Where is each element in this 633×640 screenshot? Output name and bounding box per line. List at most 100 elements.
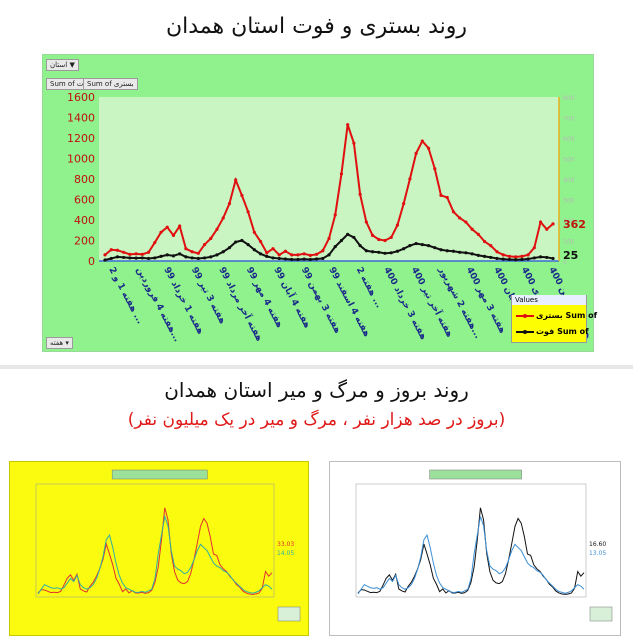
- y-tick-label-left: 0: [88, 255, 95, 268]
- data-point: [464, 251, 468, 255]
- data-point: [339, 238, 344, 243]
- data-point: [433, 167, 437, 171]
- data-point: [252, 248, 256, 252]
- data-point: [327, 253, 331, 257]
- data-point: [227, 202, 232, 206]
- data-point: [445, 195, 449, 200]
- section-subtitle: (بروز در صد هزار نفر ، مرگ و میر در یک م…: [127, 410, 506, 430]
- data-point: [227, 246, 232, 250]
- y-tick-label-right: 300: [563, 198, 575, 205]
- data-point: [165, 253, 169, 257]
- thumb-title-box: [111, 469, 208, 480]
- chart-panel-bastari-fot: استان ▼ Sum of فوت Sum of بستری 0 200 400 6…: [42, 54, 598, 352]
- data-point: [507, 254, 512, 258]
- data-point: [134, 256, 138, 260]
- data-point: [215, 253, 219, 257]
- y-tick-label-left: 200: [74, 235, 95, 248]
- data-point: [277, 253, 281, 257]
- data-point: [439, 193, 443, 197]
- data-point: [358, 192, 362, 196]
- data-point: [426, 146, 431, 150]
- data-point: [482, 254, 487, 258]
- data-point: [103, 253, 107, 257]
- data-point: [165, 225, 169, 229]
- end-label-fot: 25: [563, 249, 578, 262]
- data-point: [470, 227, 474, 231]
- data-point: [134, 252, 138, 256]
- data-point: [408, 244, 412, 248]
- data-point: [501, 257, 505, 261]
- data-point: [532, 246, 536, 250]
- data-point: [283, 249, 288, 253]
- data-point: [327, 236, 331, 241]
- data-point: [302, 252, 306, 256]
- data-point: [314, 252, 319, 256]
- data-point: [514, 258, 518, 262]
- data-point: [103, 258, 107, 262]
- data-point: [153, 256, 157, 260]
- data-point: [451, 210, 456, 214]
- data-point: [538, 255, 543, 259]
- axis-field-label: هفته: [50, 339, 64, 347]
- data-point: [308, 253, 312, 257]
- data-point: [507, 257, 512, 262]
- data-point: [370, 250, 375, 254]
- legend-label-bastari: Sum of بستری: [536, 311, 598, 320]
- data-point: [458, 250, 462, 254]
- data-point: [128, 252, 132, 256]
- data-point: [520, 257, 524, 262]
- y-tick-label-right: 500: [563, 157, 575, 164]
- thumb-legend-box: [589, 606, 613, 622]
- legend-field-button-bastari[interactable]: Sum of بستری: [83, 78, 138, 90]
- data-point: [377, 250, 381, 254]
- province-filter-button[interactable]: استان ▼: [46, 59, 79, 71]
- data-point: [489, 255, 493, 260]
- axis-field-button-week[interactable]: هفته ▾: [46, 337, 73, 349]
- data-point: [234, 178, 238, 182]
- filter-label: استان: [50, 61, 68, 69]
- y-tick-label-left: 1200: [67, 132, 95, 145]
- y-tick-label-left: 1400: [67, 112, 95, 125]
- data-point: [402, 202, 406, 206]
- thumb-end-label: 33.03: [277, 541, 294, 548]
- data-point: [402, 247, 406, 251]
- data-point: [364, 220, 368, 224]
- data-point: [352, 235, 356, 240]
- data-point: [109, 256, 113, 261]
- data-point: [122, 255, 126, 260]
- data-point: [314, 257, 319, 261]
- y-tick-label-left: 1600: [67, 91, 95, 104]
- data-point: [383, 251, 387, 255]
- data-point: [321, 249, 325, 253]
- data-point: [420, 139, 424, 143]
- data-point: [514, 255, 518, 259]
- data-point: [153, 240, 157, 245]
- data-point: [234, 240, 238, 244]
- data-point: [290, 257, 294, 262]
- data-point: [333, 245, 337, 249]
- data-point: [171, 233, 176, 237]
- data-point: [408, 177, 412, 181]
- data-point: [414, 151, 418, 155]
- legend-header: Values: [512, 295, 586, 305]
- data-point: [221, 250, 225, 254]
- data-point: [439, 248, 443, 252]
- data-point: [395, 223, 400, 227]
- data-point: [109, 248, 113, 252]
- data-point: [339, 172, 344, 176]
- data-point: [184, 255, 188, 259]
- data-point: [520, 254, 524, 258]
- section-title: روند بروز و مرگ و میر استان همدان: [164, 378, 469, 402]
- data-point: [526, 253, 530, 257]
- data-point: [333, 213, 337, 217]
- data-point: [321, 256, 325, 261]
- y-tick-label-right: 100: [563, 239, 575, 246]
- data-point: [115, 255, 120, 259]
- end-label-bastari: 362: [563, 218, 586, 231]
- data-point: [296, 257, 300, 262]
- legend-swatches: [516, 314, 534, 334]
- data-point: [184, 247, 188, 251]
- data-point: [414, 241, 418, 246]
- data-point: [115, 248, 120, 252]
- data-point: [190, 256, 194, 260]
